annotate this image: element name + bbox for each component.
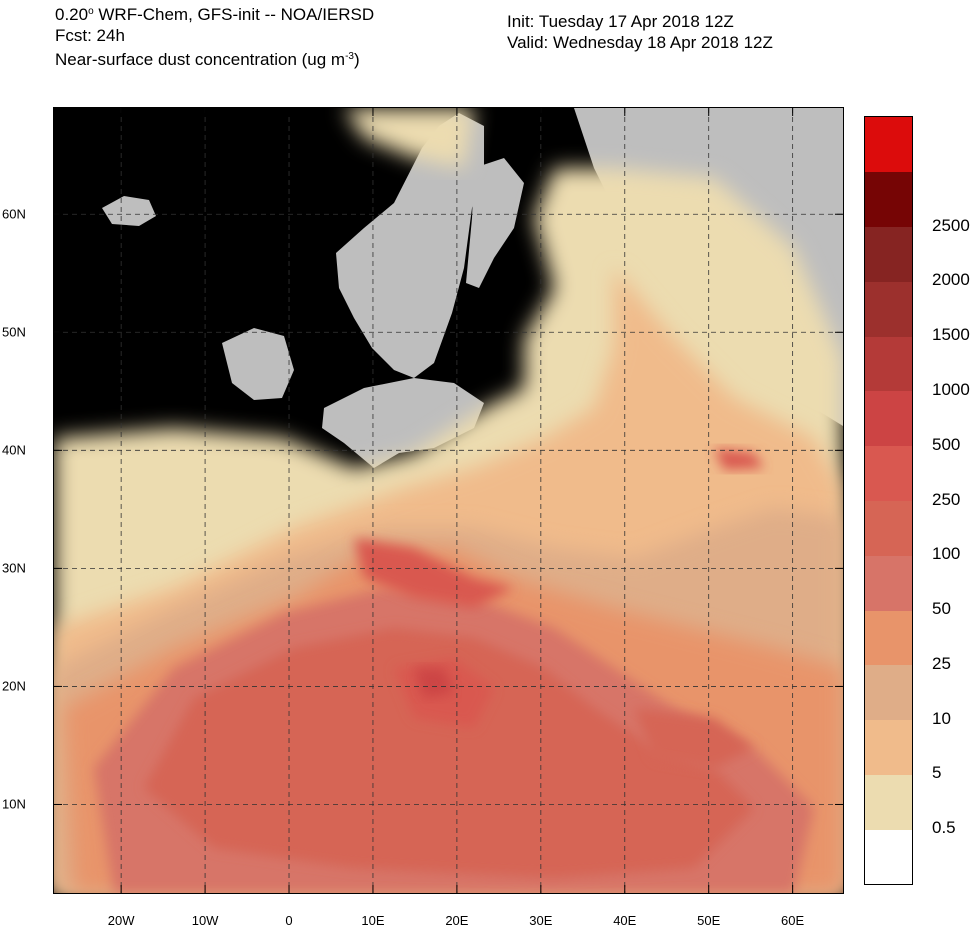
colorbar-swatch xyxy=(865,829,912,885)
colorbar-label: 10 xyxy=(932,708,951,728)
dust-map xyxy=(53,107,844,894)
model-title: 0.20o WRF-Chem, GFS-init -- NOA/IERSD xyxy=(55,5,375,24)
x-tick-label: 20W xyxy=(107,913,135,928)
y-tick-label: 10N xyxy=(2,796,26,812)
colorbar-swatch xyxy=(865,719,912,775)
dust-contour-10 xyxy=(414,668,454,698)
x-tick-label: 10W xyxy=(191,913,219,928)
colorbar-swatch xyxy=(865,281,912,337)
colorbar-swatch xyxy=(865,336,912,392)
colorbar-label: 1000 xyxy=(932,379,970,399)
axis-ticks xyxy=(54,108,843,893)
colorbar-swatch xyxy=(865,390,912,447)
variable-title: Near-surface dust concentration (ug m-3) xyxy=(55,50,360,69)
map-header-left: 0.20o WRF-Chem, GFS-init -- NOA/IERSD Fc… xyxy=(55,1,374,70)
colorbar-swatch xyxy=(865,117,912,173)
colorbar-label: 250 xyxy=(932,489,961,509)
forecast-hour: Fcst: 24h xyxy=(55,26,125,45)
colorbar-label: 1500 xyxy=(932,325,970,345)
colorbar-label: 50 xyxy=(932,599,951,619)
colorbar-label: 0.5 xyxy=(932,818,956,838)
colorbar-swatch xyxy=(865,610,912,666)
colorbar-swatch xyxy=(865,226,912,282)
colorbar xyxy=(864,116,913,885)
x-tick-label: 10E xyxy=(361,913,385,928)
y-tick-label: 30N xyxy=(2,560,26,576)
colorbar-swatch xyxy=(865,664,912,721)
valid-time: Valid: Wednesday 18 Apr 2018 12Z xyxy=(507,33,773,52)
dust-contour-2 xyxy=(344,108,474,168)
colorbar-swatch xyxy=(865,445,912,501)
x-tick-label: 30E xyxy=(529,913,553,928)
dust-contour-11 xyxy=(634,708,754,768)
init-time: Init: Tuesday 17 Apr 2018 12Z xyxy=(507,12,734,31)
dust-concentration-field xyxy=(54,108,843,893)
colorbar-swatch xyxy=(865,774,912,830)
colorbar-swatch xyxy=(865,171,912,228)
x-tick-label: 20E xyxy=(445,913,469,928)
x-tick-label: 50E xyxy=(697,913,721,928)
colorbar-swatch xyxy=(865,500,912,556)
colorbar-swatch xyxy=(865,555,912,611)
colorbar-label: 2000 xyxy=(932,270,970,290)
colorbar-label: 25 xyxy=(932,653,951,673)
map-canvas xyxy=(54,108,843,893)
y-tick-label: 40N xyxy=(2,442,26,458)
dust-contour-12 xyxy=(714,448,764,470)
colorbar-label: 5 xyxy=(932,763,942,783)
colorbar-label: 100 xyxy=(932,544,961,564)
x-tick-label: 60E xyxy=(781,913,805,928)
y-tick-label: 20N xyxy=(2,678,26,694)
dust-contour-8 xyxy=(354,538,514,608)
colorbar-label: 2500 xyxy=(932,215,970,235)
dust-contour-7 xyxy=(144,628,754,878)
x-tick-label: 0 xyxy=(285,913,293,928)
map-header-right: Init: Tuesday 17 Apr 2018 12Z Valid: Wed… xyxy=(507,11,773,53)
y-tick-label: 50N xyxy=(2,324,26,340)
x-tick-label: 40E xyxy=(613,913,637,928)
y-tick-label: 60N xyxy=(2,206,26,222)
graticule xyxy=(54,108,843,893)
colorbar-label: 500 xyxy=(932,434,961,454)
